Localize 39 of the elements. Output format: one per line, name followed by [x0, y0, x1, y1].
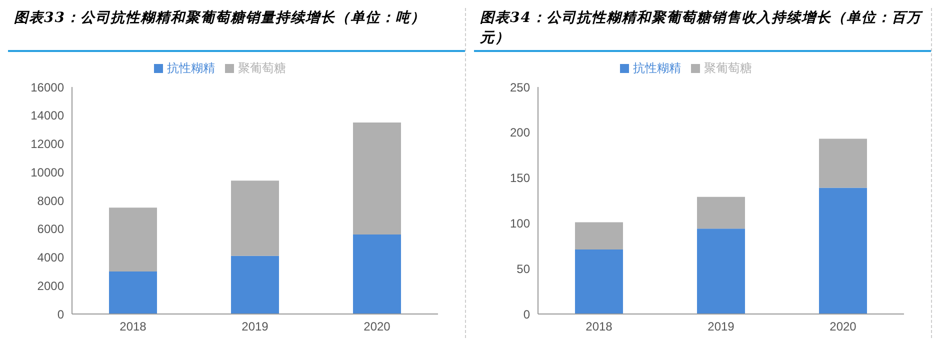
y-tick-label: 14000: [30, 108, 64, 123]
bar: [819, 188, 867, 314]
bar: [575, 222, 623, 250]
x-tick-label: 2020: [364, 320, 391, 334]
bar: [353, 234, 401, 314]
y-tick-label: 150: [510, 171, 530, 186]
y-tick-label: 250: [510, 80, 530, 94]
bar: [231, 256, 279, 314]
chart-title: 图表33：公司抗性糊精和聚葡萄糖销量持续增长（单位：吨）: [8, 8, 465, 52]
bar: [697, 228, 745, 314]
y-tick-label: 100: [510, 216, 530, 230]
x-tick-label: 2020: [830, 320, 857, 334]
chart-title: 图表34：公司抗性糊精和聚葡萄糖销售收入持续增长（单位：百万元）: [474, 8, 931, 52]
y-tick-label: 50: [516, 262, 530, 276]
bar: [109, 208, 157, 272]
y-tick-label: 0: [57, 307, 64, 322]
legend-label: 聚葡萄糖: [238, 61, 286, 75]
x-tick-label: 2019: [242, 320, 269, 334]
y-tick-label: 200: [510, 126, 530, 140]
bar: [697, 196, 745, 229]
x-tick-label: 2018: [120, 320, 147, 334]
legend-label: 抗性糊精: [167, 61, 215, 75]
y-tick-label: 16000: [30, 80, 64, 94]
y-tick-label: 8000: [37, 194, 64, 208]
legend-label: 聚葡萄糖: [704, 61, 752, 75]
y-tick-label: 0: [523, 307, 530, 322]
legend-label: 抗性糊精: [633, 61, 681, 75]
y-tick-label: 10000: [30, 165, 64, 180]
y-tick-label: 4000: [37, 250, 64, 265]
x-tick-label: 2019: [708, 320, 735, 334]
x-tick-label: 2018: [586, 320, 613, 334]
bar: [575, 250, 623, 314]
y-tick-label: 2000: [37, 278, 64, 293]
y-tick-label: 12000: [30, 137, 64, 152]
y-tick-label: 6000: [37, 222, 64, 236]
bar: [819, 138, 867, 188]
bar: [109, 271, 157, 314]
bar: [231, 180, 279, 256]
bar: [353, 122, 401, 235]
